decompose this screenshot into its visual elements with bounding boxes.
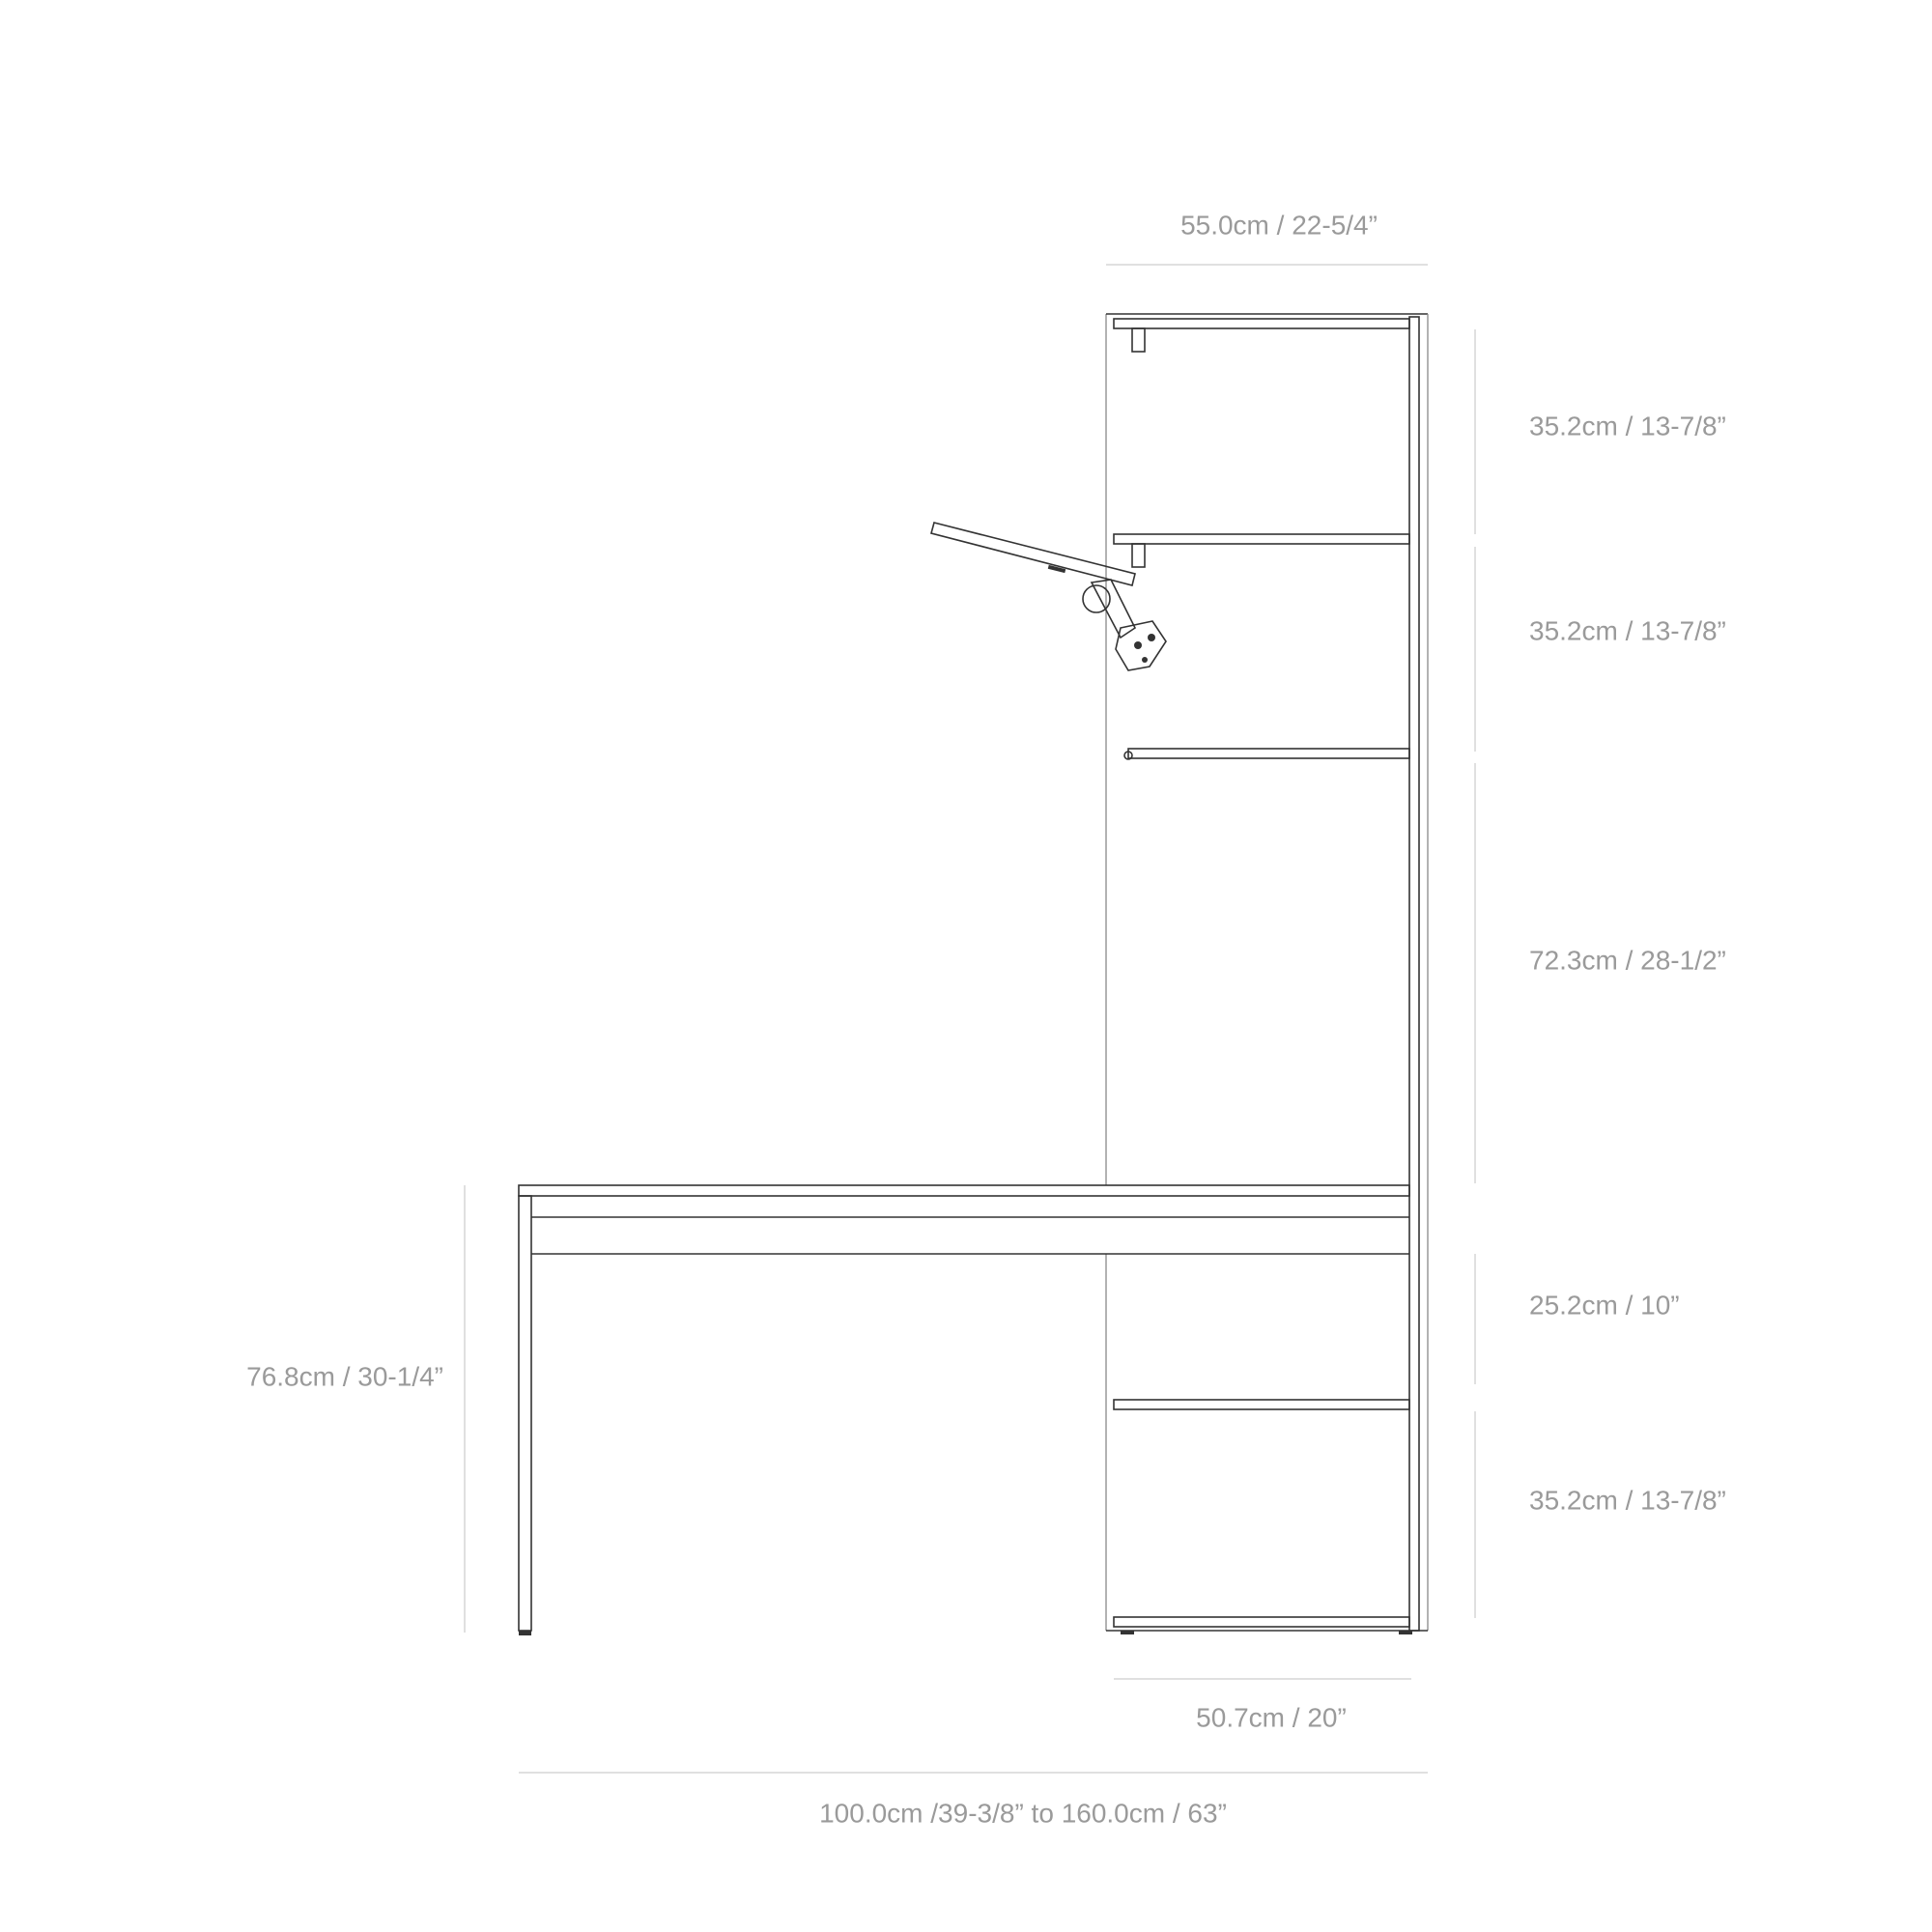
dim-label: 25.2cm / 10” xyxy=(1529,1290,1680,1320)
desk xyxy=(518,1184,1410,1635)
dim-label: 55.0cm / 22-5/4” xyxy=(1180,210,1378,240)
dim-label: 50.7cm / 20” xyxy=(1196,1702,1347,1732)
dim-label: 76.8cm / 30-1/4” xyxy=(246,1361,443,1391)
dim-label: 35.2cm / 13-7/8” xyxy=(1529,411,1726,440)
dim-label: 35.2cm / 13-7/8” xyxy=(1529,615,1726,645)
dim-label: 35.2cm / 13-7/8” xyxy=(1529,1485,1726,1515)
dim-label: 72.3cm / 28-1/2” xyxy=(1529,945,1726,975)
shelf-unit xyxy=(1105,313,1429,1634)
tablet-holder xyxy=(930,522,1167,671)
dim-label: 100.0cm /39-3/8” to 160.0cm / 63” xyxy=(819,1798,1227,1828)
